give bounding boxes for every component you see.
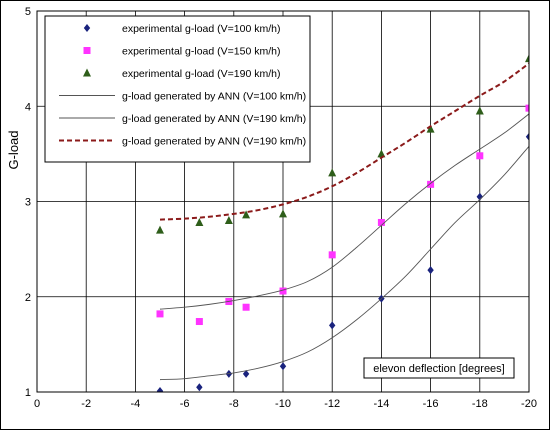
data-point — [525, 104, 529, 112]
legend-box — [44, 15, 311, 163]
data-point — [476, 192, 483, 201]
data-point — [242, 369, 250, 378]
data-point — [242, 303, 250, 311]
data-point — [329, 321, 336, 330]
legend-label: experimental g-load (V=150 km/h) — [122, 46, 280, 58]
data-point — [427, 266, 434, 275]
legend-label: experimental g-load (V=190 km/h) — [122, 68, 280, 80]
data-point — [242, 210, 251, 219]
x-tick-label: -10 — [275, 398, 291, 410]
data-point — [475, 106, 484, 115]
data-point — [195, 318, 203, 326]
series-layer — [156, 54, 529, 392]
y-tick-label: 4 — [25, 101, 31, 113]
y-tick-label: 5 — [25, 6, 31, 18]
annotation-frame — [363, 357, 515, 379]
data-point — [427, 180, 435, 188]
y-tick-label: 1 — [25, 387, 31, 399]
data-point — [156, 387, 164, 392]
series-line — [159, 113, 529, 310]
annotation-label: elevon deflection [degrees] — [373, 363, 504, 375]
series-3 — [159, 145, 529, 381]
data-point — [426, 124, 435, 133]
y-tick-label: 3 — [25, 197, 31, 209]
x-tick-label: 0 — [34, 398, 40, 410]
data-point — [377, 218, 385, 226]
legend-swatch-marker — [83, 47, 91, 54]
plot-border — [36, 10, 530, 393]
legend-swatch-marker — [83, 24, 91, 32]
data-point — [476, 152, 484, 160]
x-tick-label: -16 — [423, 398, 439, 410]
data-point — [156, 310, 164, 318]
x-tick-label: -18 — [472, 398, 488, 410]
legend-swatch-marker — [83, 68, 91, 77]
legend-entry: experimental g-load (V=190 km/h) — [83, 68, 280, 80]
data-point — [328, 168, 337, 177]
data-point — [279, 209, 287, 218]
data-point — [279, 362, 287, 371]
data-point — [328, 251, 336, 259]
tick-labels: 0 -2 -4 -6 -8 -10 -12 -14 -16 -18 -20 1 2 3 4 5 — [25, 6, 537, 410]
x-tick-label: -2 — [81, 398, 91, 410]
series-line — [159, 145, 529, 381]
grid — [37, 11, 529, 392]
legend-entry: experimental g-load (V=150 km/h) — [83, 46, 280, 58]
legend-label: g-load generated by ANN (V=100 km/h) — [122, 91, 306, 103]
data-point — [195, 217, 204, 226]
legend-entry: experimental g-load (V=100 km/h) — [83, 23, 280, 35]
y-tick-label: 2 — [25, 292, 31, 304]
annotation-box: elevon deflection [degrees] — [363, 357, 515, 379]
legend-entry: g-load generated by ANN (V=190 km/h) — [59, 113, 306, 125]
data-point — [279, 287, 287, 295]
data-point — [156, 225, 164, 234]
data-point — [224, 216, 233, 225]
series-4 — [159, 113, 529, 310]
legend: experimental g-load (V=100 km/h) experime… — [44, 15, 311, 163]
x-tick-label: -8 — [229, 398, 239, 410]
y-axis-title: G-load — [6, 130, 21, 169]
legend-entry: g-load generated by ANN (V=190 km/h) — [59, 136, 306, 148]
x-tick-label: -20 — [521, 398, 537, 410]
data-point — [525, 132, 529, 141]
x-tick-label: -6 — [180, 398, 190, 410]
x-tick-label: -14 — [373, 398, 389, 410]
data-point — [196, 383, 203, 392]
legend-label: g-load generated by ANN (V=190 km/h) — [122, 113, 306, 125]
legend-label: experimental g-load (V=100 km/h) — [122, 23, 280, 35]
legend-label: g-load generated by ANN (V=190 km/h) — [122, 136, 306, 148]
legend-entry: g-load generated by ANN (V=100 km/h) — [59, 91, 306, 103]
x-tick-label: -4 — [131, 398, 141, 410]
data-point — [525, 54, 529, 63]
x-tick-label: -12 — [324, 398, 340, 410]
